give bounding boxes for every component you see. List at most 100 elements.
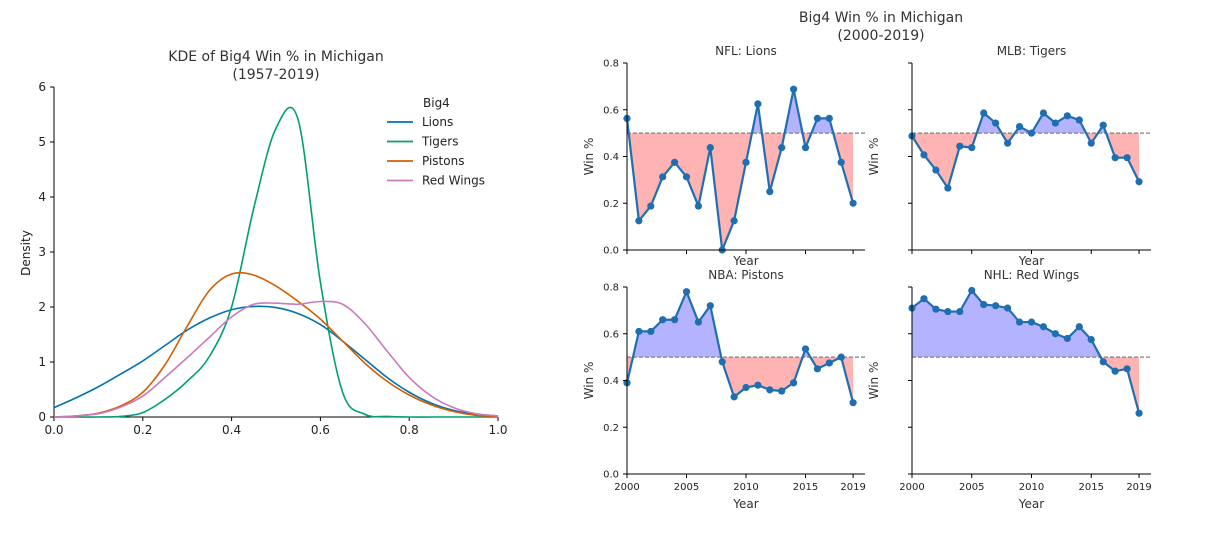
kde-x-tick-label: 0.4 (222, 423, 241, 437)
win-pct-point-2002 (932, 305, 940, 313)
panel-x-tick-label: 2015 (1079, 482, 1104, 493)
win-pct-point-2012 (766, 187, 774, 196)
win-pct-point-2016 (1099, 121, 1107, 129)
kde-title-line2: (1957-2019) (232, 67, 319, 83)
legend-label-tigers: Tigers (421, 135, 458, 149)
panel-x-tick-label: 2010 (1019, 482, 1044, 493)
win-pct-point-2001 (635, 327, 643, 336)
panel-y-tick-label: 0.4 (603, 152, 619, 163)
win-pct-point-2013 (778, 387, 786, 395)
panel-x-tick-label: 2000 (614, 482, 639, 493)
kde-x-tick-label: 1.0 (488, 423, 507, 437)
panel-nhl-red-wings: 2000 2005 2010 2015 2019 NHL: Red Wings Year Wi… (867, 268, 1152, 511)
kde-x-tick-label: 0.6 (311, 423, 330, 437)
panel-x-tick-label: 2019 (840, 482, 865, 493)
panel-title: NHL: Red Wings (984, 268, 1080, 282)
win-pct-point-2016 (813, 114, 822, 122)
win-pct-point-2019 (1135, 409, 1143, 417)
win-pct-point-2015 (801, 144, 810, 152)
win-pct-point-2016 (813, 365, 822, 373)
kde-x-tick-label: 0.0 (44, 423, 63, 437)
panel-xlabel: Year (1018, 497, 1044, 511)
win-pct-point-2009 (1015, 318, 1024, 326)
panels-title-line1: Big4 Win % in Michigan (799, 10, 963, 26)
win-pct-point-2010 (1027, 318, 1036, 326)
win-pct-point-2004 (956, 307, 964, 316)
kde-line-red-wings (53, 300, 499, 418)
win-pct-line (911, 111, 1141, 190)
panel-title: MLB: Tigers (997, 44, 1067, 58)
win-pct-point-2011 (754, 100, 762, 108)
win-pct-point-2006 (980, 109, 988, 117)
win-pct-point-2003 (659, 173, 667, 181)
kde-y-tick-label: 2 (38, 300, 46, 314)
win-pct-point-2011 (1039, 109, 1048, 117)
kde-line-pistons (53, 271, 499, 418)
win-pct-point-2014 (1075, 323, 1083, 331)
win-pct-point-2007 (706, 144, 714, 152)
above-baseline-fill (976, 113, 1107, 134)
win-pct-point-2002 (647, 327, 655, 336)
panel-x-tick-label: 2015 (793, 482, 818, 493)
panel-mlb-tigers: MLB: Tigers Year Win % (867, 44, 1151, 268)
win-pct-point-2004 (671, 316, 679, 324)
win-pct-point-2010 (742, 383, 750, 392)
above-baseline-fill (627, 89, 834, 134)
legend-label-pistons: Pistons (422, 154, 464, 168)
win-pct-point-2001 (920, 151, 928, 159)
win-pct-point-2009 (730, 393, 738, 401)
win-pct-point-2018 (1123, 154, 1131, 162)
win-pct-point-2007 (706, 302, 714, 310)
win-pct-point-2018 (837, 158, 845, 166)
kde-line-lions (53, 305, 499, 417)
panel-ylabel: Win % (867, 362, 881, 400)
legend-label-lions: Lions (422, 115, 453, 129)
panel-y-tick-label: 0.8 (603, 59, 619, 70)
win-pct-point-2014 (790, 85, 798, 93)
win-pct-point-2007 (992, 302, 1000, 310)
win-pct-point-2005 (968, 144, 976, 152)
win-pct-point-2003 (944, 184, 952, 192)
win-pct-point-2003 (659, 316, 667, 324)
win-pct-point-2017 (1111, 367, 1119, 375)
win-pct-point-2014 (790, 379, 798, 387)
panel-title: NBA: Pistons (708, 268, 784, 282)
win-pct-point-2005 (968, 286, 976, 295)
kde-x-tick-label: 0.2 (133, 423, 152, 437)
kde-y-tick-label: 1 (38, 355, 46, 369)
panel-nba-pistons: 0.0 0.2 0.4 0.6 0.8 2000 2005 2010 2015 2019 NBA: … (582, 268, 866, 511)
win-pct-point-2019 (849, 199, 857, 207)
win-pct-point-2003 (944, 307, 952, 316)
above-baseline-fill (912, 290, 1101, 358)
win-pct-point-2012 (766, 386, 774, 394)
panel-xlabel: Year (732, 254, 758, 268)
panel-title: NFL: Lions (715, 44, 777, 58)
win-pct-point-2017 (825, 359, 833, 367)
win-pct-point-2009 (1015, 122, 1024, 131)
panel-xlabel: Year (1018, 254, 1044, 268)
win-pct-point-2008 (718, 358, 726, 366)
panel-ylabel: Win % (582, 362, 596, 400)
win-pct-point-2001 (920, 295, 928, 303)
panel-x-tick-label: 2005 (674, 482, 699, 493)
win-pct-point-2019 (849, 399, 857, 407)
panel-y-tick-label: 0.6 (603, 105, 619, 116)
win-pct-point-2018 (837, 353, 845, 361)
kde-y-tick-label: 5 (38, 135, 46, 149)
panel-nfl-lions: 0.0 0.2 0.4 0.6 0.8 NFL: Lions Year Win % (582, 44, 865, 268)
win-pct-point-2017 (825, 114, 833, 122)
win-pct-point-2015 (1087, 139, 1095, 147)
below-baseline-fill (627, 357, 854, 403)
below-baseline-fill (912, 133, 1140, 189)
win-pct-point-2019 (1135, 178, 1143, 186)
panel-ylabel: Win % (582, 138, 596, 176)
win-pct-point-2017 (1111, 154, 1119, 162)
kde-line-tigers (53, 106, 498, 418)
win-pct-point-2013 (1063, 112, 1071, 120)
panel-y-tick-label: 0.2 (603, 423, 619, 434)
win-pct-point-2007 (992, 119, 1000, 127)
panel-ylabel: Win % (867, 138, 881, 176)
panel-y-tick-label: 0.4 (603, 376, 619, 387)
